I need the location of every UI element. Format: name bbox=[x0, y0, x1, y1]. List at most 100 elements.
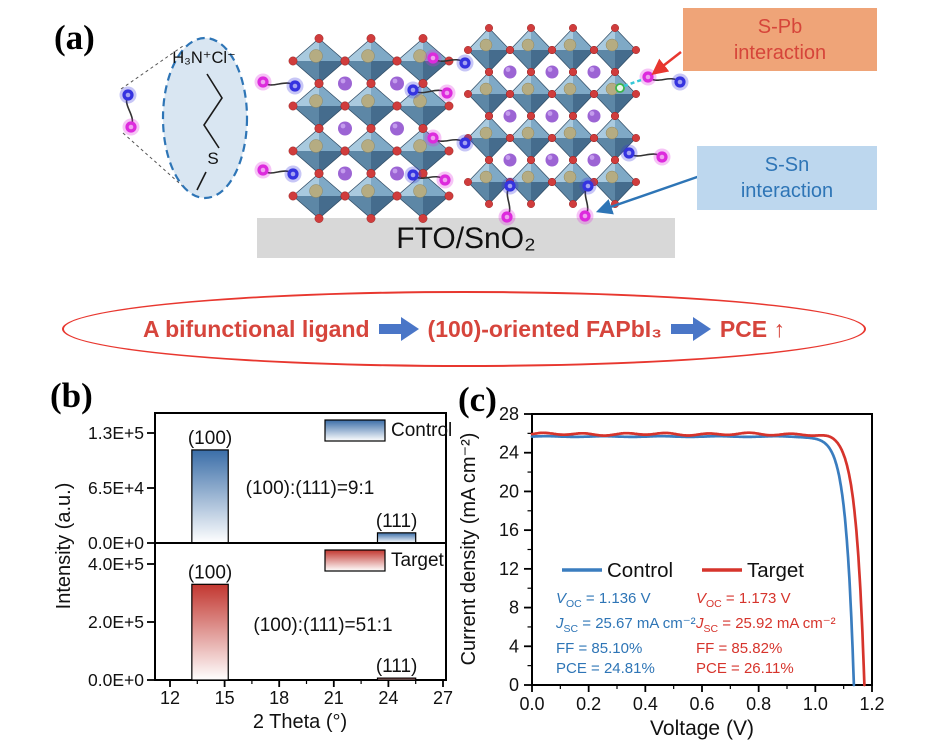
halide-dot bbox=[366, 34, 376, 43]
ligand-end-core bbox=[128, 124, 134, 130]
x-tick-label: 27 bbox=[433, 688, 453, 708]
x-tick-label: 21 bbox=[324, 688, 344, 708]
b-site-sphere bbox=[309, 184, 323, 198]
halide-dot bbox=[392, 101, 402, 111]
halide-dot bbox=[611, 111, 620, 120]
molecule-sulfur-label: S bbox=[207, 149, 218, 168]
y-tick-label: 6.5E+4 bbox=[88, 478, 144, 498]
halide-dot bbox=[444, 101, 454, 111]
b-site-sphere bbox=[563, 82, 577, 96]
sphere-highlight bbox=[547, 155, 553, 160]
spb-box-line2: interaction bbox=[733, 41, 827, 64]
b-site-sphere bbox=[479, 38, 493, 52]
b-site-sphere bbox=[413, 139, 427, 153]
x-tick-label: 24 bbox=[378, 688, 398, 708]
ssn-box-line1: S-Sn bbox=[764, 154, 810, 176]
halide-dot bbox=[527, 155, 536, 164]
ligand-end-core bbox=[462, 60, 468, 66]
spb-interaction-box: S-Pb interaction bbox=[683, 8, 877, 71]
halide-dot bbox=[611, 67, 620, 76]
b-site-sphere bbox=[521, 170, 535, 184]
ligand-end-core bbox=[582, 213, 588, 219]
halide-dot bbox=[548, 177, 557, 186]
a-site-sphere bbox=[503, 109, 517, 123]
halide-dot bbox=[288, 191, 298, 201]
param-symbol: FF bbox=[556, 640, 575, 657]
legend-label-target: Target bbox=[747, 559, 804, 582]
param-subscript: OC bbox=[706, 598, 722, 610]
param-symbol: V bbox=[556, 590, 567, 607]
pb-site-circle bbox=[615, 83, 625, 93]
xrd-subplot-frame bbox=[154, 542, 447, 681]
b-site-sphere bbox=[361, 94, 375, 108]
jv-curve-control bbox=[530, 434, 856, 687]
y-tick-label: 12 bbox=[499, 559, 519, 579]
ligand-end-core bbox=[410, 87, 416, 93]
halide-dot bbox=[392, 56, 402, 66]
halide-dot bbox=[340, 56, 350, 66]
b-site-sphere bbox=[413, 184, 427, 198]
halide-dot bbox=[418, 34, 428, 43]
spb-arrow bbox=[651, 51, 682, 75]
jv-y-axis-title: Current density (mA cm⁻²) bbox=[458, 433, 480, 666]
y-tick-label: 0.0E+0 bbox=[88, 533, 144, 553]
callout-line bbox=[122, 132, 188, 191]
ligand-end-core bbox=[125, 92, 131, 98]
a-site-sphere bbox=[338, 121, 352, 136]
peak-label: (111) bbox=[376, 511, 418, 532]
b-site-sphere bbox=[309, 139, 323, 153]
param-subscript: OC bbox=[566, 598, 582, 610]
sphere-highlight bbox=[505, 67, 511, 72]
param-symbol: J bbox=[556, 615, 564, 632]
param-subscript: SC bbox=[703, 623, 719, 635]
substrate-bar bbox=[257, 218, 675, 258]
legend-label: Target bbox=[391, 550, 445, 571]
y-tick-label: 24 bbox=[499, 443, 519, 463]
x-tick-label: 0.0 bbox=[519, 694, 544, 714]
legend-label: Control bbox=[391, 420, 452, 441]
orientation-ratio-annotation: (100):(111)=9:1 bbox=[246, 478, 375, 499]
a-site-sphere bbox=[587, 109, 601, 123]
flow-item-ligand: A bifunctional ligand bbox=[142, 315, 370, 342]
a-site-sphere bbox=[545, 153, 559, 167]
halide-dot bbox=[590, 46, 599, 55]
param-row-pce: PCE = 24.81% bbox=[556, 659, 716, 679]
b-site-sphere bbox=[413, 49, 427, 63]
a-site-sphere bbox=[338, 166, 352, 181]
halide-dot bbox=[314, 79, 324, 88]
x-tick-label: 18 bbox=[269, 688, 289, 708]
molecule-callout-ellipse bbox=[161, 36, 249, 200]
ssn-interaction-box: S-Sn interaction bbox=[697, 146, 877, 210]
halide-dot bbox=[314, 214, 324, 223]
halide-dot bbox=[418, 79, 428, 88]
b-site-sphere bbox=[605, 126, 619, 140]
param-subscript: SC bbox=[563, 623, 579, 635]
halide-dot bbox=[611, 155, 620, 164]
halide-dot bbox=[314, 124, 324, 133]
a-site-sphere bbox=[545, 109, 559, 123]
halide-dot bbox=[569, 111, 578, 120]
perovskite-crystal-2 bbox=[464, 24, 641, 208]
flow-item-pce: PCE ↑ bbox=[719, 315, 786, 342]
s-pb-dashed-bond bbox=[623, 77, 645, 88]
halide-dot bbox=[485, 67, 494, 76]
halide-dot bbox=[485, 199, 494, 208]
ligand-end-core bbox=[430, 55, 436, 61]
panel-label-a: (a) bbox=[54, 18, 95, 57]
halide-dot bbox=[506, 89, 515, 98]
xrd-bar-111-control bbox=[376, 532, 417, 544]
legend-label-control: Control bbox=[607, 559, 673, 582]
a-site-sphere bbox=[390, 121, 404, 136]
xrd-bar-100-target bbox=[191, 583, 229, 681]
x-tick-label: 15 bbox=[215, 688, 235, 708]
xrd-chart: 0.0E+06.5E+41.3E+5 (100)(111)(100):(111)=… bbox=[53, 412, 453, 733]
param-symbol: FF bbox=[696, 640, 715, 657]
sphere-highlight bbox=[340, 78, 346, 84]
halide-dot bbox=[340, 191, 350, 201]
halide-dot bbox=[366, 169, 376, 178]
x-tick-label: 0.2 bbox=[576, 694, 601, 714]
b-site-sphere bbox=[361, 139, 375, 153]
param-row-j-sc: JSC = 25.67 mA cm⁻² bbox=[556, 614, 716, 639]
y-tick-label: 1.3E+5 bbox=[88, 423, 144, 443]
